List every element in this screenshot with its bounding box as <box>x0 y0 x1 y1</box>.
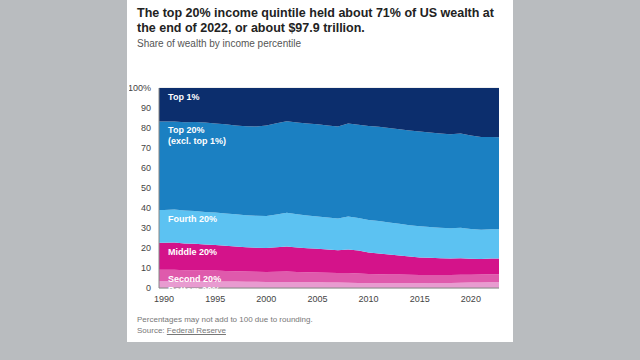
svg-text:100%: 100% <box>129 83 151 93</box>
svg-text:50: 50 <box>141 183 151 193</box>
svg-text:40: 40 <box>141 203 151 213</box>
svg-text:1995: 1995 <box>205 294 225 304</box>
svg-text:0: 0 <box>146 283 151 293</box>
svg-text:2015: 2015 <box>410 294 430 304</box>
svg-text:Bottom 20%: Bottom 20% <box>168 285 220 295</box>
svg-text:1990: 1990 <box>154 294 174 304</box>
svg-text:60: 60 <box>141 163 151 173</box>
svg-text:Middle 20%: Middle 20% <box>168 247 217 257</box>
html-text:Share of wealth by income perc: Share of wealth by income percentile <box>137 38 301 49</box>
svg-text:30: 30 <box>141 223 151 233</box>
svg-text:10: 10 <box>141 263 151 273</box>
svg-text:90: 90 <box>141 103 151 113</box>
svg-text:Fourth 20%: Fourth 20% <box>168 214 217 224</box>
svg-text:2000: 2000 <box>256 294 276 304</box>
svg-text:2005: 2005 <box>307 294 327 304</box>
svg-text:2020: 2020 <box>461 294 481 304</box>
svg-text:20: 20 <box>141 243 151 253</box>
svg-text:2010: 2010 <box>359 294 379 304</box>
svg-text:Second 20%: Second 20% <box>168 274 221 284</box>
html-text:Source: Federal Reserve: Source: Federal Reserve <box>137 326 226 335</box>
svg-text:80: 80 <box>141 123 151 133</box>
svg-text:Top 20%(excl. top 1%): Top 20%(excl. top 1%) <box>168 125 226 146</box>
svg-text:70: 70 <box>141 143 151 153</box>
html-text:The top 20% income quintile he: The top 20% income quintile held about 7… <box>137 6 494 35</box>
html-text:Percentages may not add to 100: Percentages may not add to 100 due to ro… <box>137 315 313 324</box>
svg-text:Top 1%: Top 1% <box>168 92 199 102</box>
